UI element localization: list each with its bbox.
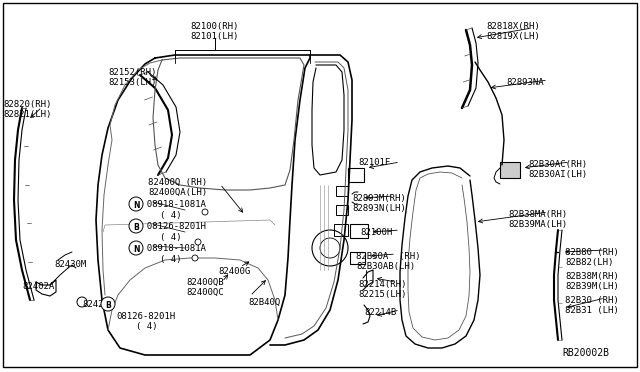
Text: B: B: [133, 222, 139, 231]
Text: 82B40Q: 82B40Q: [248, 298, 280, 307]
Bar: [334, 224, 348, 236]
Text: 82821(LH): 82821(LH): [3, 110, 51, 119]
Text: 82B82(LH): 82B82(LH): [565, 258, 613, 267]
Text: 82215(LH): 82215(LH): [358, 290, 406, 299]
Text: 82B38M(RH): 82B38M(RH): [565, 272, 619, 281]
Text: 82101(LH): 82101(LH): [191, 32, 239, 41]
Text: ( 4): ( 4): [160, 233, 182, 242]
Text: 82420A: 82420A: [82, 300, 115, 309]
Circle shape: [129, 241, 143, 255]
Text: 82152(RH): 82152(RH): [108, 68, 156, 77]
Text: B 08126-8201H: B 08126-8201H: [136, 222, 206, 231]
Text: 82893M(RH): 82893M(RH): [352, 194, 406, 203]
Text: B: B: [105, 301, 111, 310]
Circle shape: [129, 219, 143, 233]
Circle shape: [129, 197, 143, 211]
Bar: [350, 224, 368, 238]
Text: 82400QA(LH): 82400QA(LH): [148, 188, 207, 197]
Text: RB20002B: RB20002B: [562, 348, 609, 358]
Text: 82B30AC(RH): 82B30AC(RH): [528, 160, 587, 169]
Text: 82400QB: 82400QB: [186, 278, 223, 287]
Text: 82400Q (RH): 82400Q (RH): [148, 178, 207, 187]
Text: 82893NA: 82893NA: [506, 78, 543, 87]
Text: 82430M: 82430M: [54, 260, 86, 269]
Text: N 08918-1081A: N 08918-1081A: [136, 244, 206, 253]
Bar: [336, 205, 348, 215]
Text: N 08918-1081A: N 08918-1081A: [136, 200, 206, 209]
Text: 82B30A  (RH): 82B30A (RH): [356, 252, 420, 261]
Text: 82100H: 82100H: [360, 228, 392, 237]
Circle shape: [192, 255, 198, 261]
Text: 82101F: 82101F: [358, 158, 390, 167]
Text: 82153(LH): 82153(LH): [108, 78, 156, 87]
Circle shape: [202, 209, 208, 215]
Text: 82B30AI(LH): 82B30AI(LH): [528, 170, 587, 179]
Bar: [350, 252, 365, 264]
Text: 82893N(LH): 82893N(LH): [352, 204, 406, 213]
Text: ( 4): ( 4): [160, 255, 182, 264]
Text: 82B31 (LH): 82B31 (LH): [565, 306, 619, 315]
Text: 82100(RH): 82100(RH): [191, 22, 239, 31]
Text: N: N: [132, 244, 140, 253]
Text: 82214B: 82214B: [364, 308, 396, 317]
Text: 82214(RH): 82214(RH): [358, 280, 406, 289]
Text: 82B30 (RH): 82B30 (RH): [565, 296, 619, 305]
Text: 82402A: 82402A: [22, 282, 54, 291]
Text: 82B39M(LH): 82B39M(LH): [565, 282, 619, 291]
Text: ( 4): ( 4): [160, 211, 182, 220]
Text: 82820(RH): 82820(RH): [3, 100, 51, 109]
Text: 82B39MA(LH): 82B39MA(LH): [508, 220, 567, 229]
Text: 82400QC: 82400QC: [186, 288, 223, 297]
Circle shape: [77, 297, 87, 307]
Circle shape: [195, 239, 201, 245]
Text: 82400G: 82400G: [218, 267, 250, 276]
Circle shape: [101, 297, 115, 311]
Text: 82B80 (RH): 82B80 (RH): [565, 248, 619, 257]
Text: N: N: [132, 201, 140, 209]
Bar: [336, 186, 348, 196]
Text: 82818X(RH): 82818X(RH): [486, 22, 540, 31]
Bar: [500, 162, 520, 178]
Text: 82B30AB(LH): 82B30AB(LH): [356, 262, 415, 271]
Bar: [348, 168, 364, 182]
Text: 08126-8201H: 08126-8201H: [116, 312, 175, 321]
Text: 82819X(LH): 82819X(LH): [486, 32, 540, 41]
Text: ( 4): ( 4): [136, 322, 157, 331]
Text: 82B38MA(RH): 82B38MA(RH): [508, 210, 567, 219]
